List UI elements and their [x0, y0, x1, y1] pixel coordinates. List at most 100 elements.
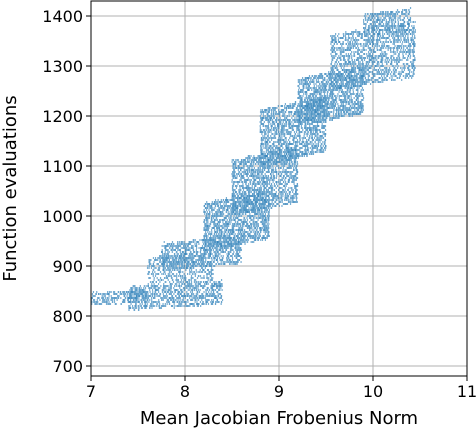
scatter-point: [232, 245, 234, 247]
scatter-point: [263, 229, 265, 231]
scatter-point: [190, 299, 192, 301]
scatter-point: [212, 207, 214, 209]
scatter-point: [97, 303, 99, 305]
scatter-point: [200, 247, 202, 249]
scatter-point: [188, 243, 190, 245]
scatter-point: [238, 197, 241, 199]
scatter-point: [184, 251, 187, 253]
scatter-point: [179, 261, 181, 263]
scatter-point: [171, 265, 173, 267]
scatter-point: [165, 305, 167, 307]
scatter-point: [196, 299, 198, 301]
scatter-point: [175, 279, 177, 281]
scatter-point: [276, 183, 278, 185]
scatter-point: [240, 231, 242, 233]
scatter-point: [246, 227, 248, 229]
scatter-point: [99, 299, 101, 301]
scatter-point: [211, 283, 213, 285]
scatter-point: [253, 177, 255, 179]
scatter-point: [147, 293, 149, 295]
scatter-point: [221, 257, 223, 259]
scatter-point: [191, 273, 194, 275]
scatter-point: [145, 295, 147, 297]
scatter-point: [108, 291, 111, 293]
scatter-point: [220, 245, 222, 247]
scatter-point: [190, 241, 192, 243]
scatter-point: [239, 171, 241, 173]
scatter-point: [296, 183, 299, 185]
scatter-point: [188, 281, 191, 283]
scatter-point: [182, 243, 184, 245]
scatter-point: [183, 305, 185, 307]
scatter-point: [93, 295, 95, 297]
scatter-point: [186, 293, 188, 295]
scatter-point: [242, 239, 245, 241]
scatter-point: [166, 295, 168, 297]
scatter-point: [100, 303, 103, 305]
scatter-point: [152, 291, 154, 293]
scatter-point: [193, 295, 195, 297]
scatter-point: [136, 289, 138, 291]
scatter-point: [237, 229, 239, 231]
scatter-point: [184, 301, 186, 303]
scatter-point: [231, 233, 234, 235]
scatter-point: [248, 227, 250, 229]
scatter-point: [244, 231, 246, 233]
scatter-point: [222, 219, 224, 221]
scatter-point: [203, 285, 205, 287]
scatter-point: [223, 219, 225, 221]
scatter-point: [154, 259, 156, 261]
scatter-point: [208, 205, 210, 207]
scatter-point: [263, 223, 265, 225]
scatter-point: [210, 203, 212, 205]
scatter-point: [234, 237, 236, 239]
scatter-point: [282, 175, 285, 177]
scatter-point: [207, 257, 210, 259]
scatter-point: [289, 171, 292, 173]
scatter-point: [202, 297, 204, 299]
scatter-point: [234, 263, 236, 265]
scatter-point: [199, 283, 202, 285]
scatter-point: [215, 297, 217, 299]
scatter-point: [216, 255, 218, 257]
scatter-point: [247, 215, 249, 217]
scatter-point: [227, 237, 230, 239]
scatter-point: [232, 171, 234, 173]
scatter-point: [175, 263, 177, 265]
scatter-point: [104, 297, 106, 299]
scatter-point: [155, 291, 157, 293]
scatter-point: [236, 225, 238, 227]
scatter-point: [209, 281, 211, 283]
scatter-point: [208, 239, 210, 241]
scatter-point: [152, 271, 154, 273]
scatter-point: [122, 299, 125, 301]
scatter-point: [145, 293, 147, 295]
scatter-point: [257, 231, 259, 233]
scatter-point: [258, 233, 260, 235]
scatter-point: [221, 245, 223, 247]
scatter-point: [260, 231, 262, 233]
scatter-point: [211, 237, 213, 239]
scatter-point: [220, 243, 222, 245]
scatter-point: [256, 217, 258, 219]
scatter-point: [263, 211, 265, 213]
scatter-point: [217, 295, 219, 297]
scatter-point: [207, 221, 209, 223]
scatter-point: [234, 221, 237, 223]
scatter-point: [164, 273, 166, 275]
scatter-point: [207, 303, 210, 305]
scatter-point: [263, 201, 265, 203]
scatter-point: [190, 271, 192, 273]
scatter-point: [200, 271, 203, 273]
scatter-point: [188, 285, 191, 287]
scatter-point: [178, 241, 180, 243]
scatter-point: [249, 221, 251, 223]
scatter-point: [256, 181, 259, 183]
scatter-point: [188, 265, 190, 267]
scatter-point: [255, 213, 257, 215]
scatter-point: [104, 299, 106, 301]
scatter-point: [203, 219, 206, 221]
scatter-point: [240, 233, 243, 235]
scatter-point: [225, 203, 227, 205]
scatter-point: [244, 199, 246, 201]
